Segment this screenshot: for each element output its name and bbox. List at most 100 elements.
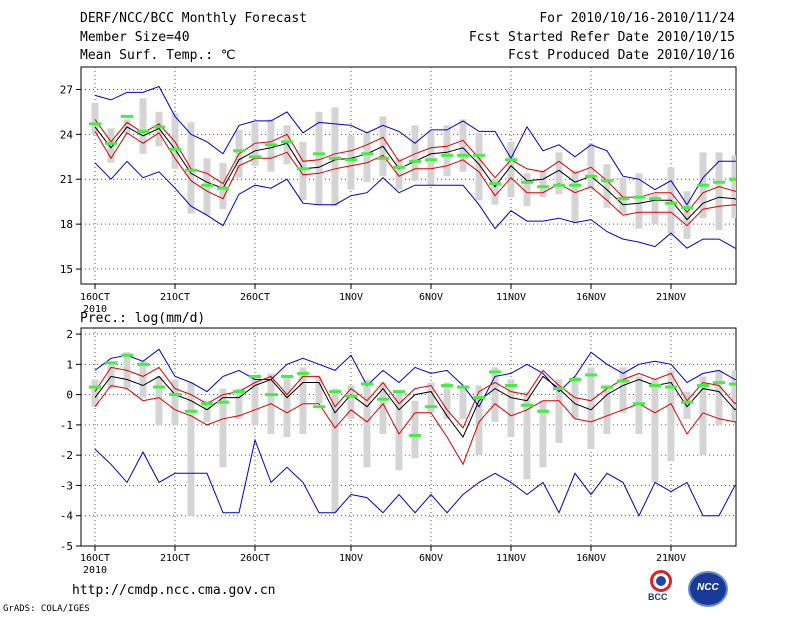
- green-marker: [201, 183, 213, 187]
- green-marker: [185, 409, 197, 413]
- green-marker: [505, 384, 517, 388]
- ncc-logo: NCC: [685, 569, 733, 609]
- green-marker: [521, 403, 533, 407]
- green-marker: [105, 141, 117, 145]
- series-line-max: [94, 348, 736, 408]
- spread-bar: [283, 376, 291, 437]
- green-marker: [345, 394, 357, 398]
- green-marker: [537, 185, 549, 189]
- spread-bar: [683, 191, 691, 240]
- green-marker: [473, 153, 485, 157]
- green-marker: [361, 152, 373, 156]
- green-marker: [585, 174, 597, 178]
- forecast-title: DERF/NCC/BCC Monthly Forecast: [80, 11, 307, 26]
- y-tick-label: 24: [60, 128, 74, 141]
- green-marker: [329, 156, 341, 160]
- spread-bar: [491, 179, 499, 205]
- spread-bar: [155, 376, 163, 425]
- series-line-p25: [94, 384, 736, 466]
- green-marker: [601, 179, 613, 183]
- green-marker: [169, 147, 181, 151]
- series-line-min: [94, 438, 736, 517]
- spread-bar: [299, 141, 307, 201]
- green-marker: [665, 385, 677, 389]
- green-marker: [745, 187, 757, 190]
- green-marker: [569, 183, 581, 187]
- green-marker: [313, 405, 325, 409]
- x-tick-label: 6NOV: [419, 292, 443, 303]
- green-marker: [489, 370, 501, 374]
- green-marker: [137, 129, 149, 133]
- y-tick-label: -2: [60, 449, 73, 462]
- green-marker: [681, 206, 693, 210]
- green-marker: [153, 125, 165, 129]
- spread-bar: [555, 152, 563, 195]
- green-marker: [633, 402, 645, 406]
- spread-bar: [748, 373, 755, 409]
- series-line-mean: [94, 126, 736, 221]
- spread-bar: [363, 379, 371, 468]
- spread-bar: [107, 128, 115, 163]
- x-tick-label: 16OCT: [80, 292, 110, 303]
- bcc-logo-label: BCC: [648, 592, 668, 602]
- spread-bar: [443, 382, 451, 419]
- green-marker: [617, 379, 629, 383]
- spread-bar: [651, 379, 659, 483]
- series-line-p25: [94, 131, 736, 227]
- x-tick-label: 26OCT: [240, 292, 270, 303]
- green-marker: [409, 433, 421, 437]
- green-marker: [329, 390, 341, 394]
- spread-bar: [235, 388, 243, 419]
- spread-bar: [523, 173, 531, 207]
- spread-bar: [315, 111, 323, 205]
- green-marker: [457, 385, 469, 389]
- spread-bar: [491, 367, 499, 422]
- x-tick-label: 16NOV: [576, 292, 606, 303]
- green-marker: [121, 353, 133, 357]
- green-marker: [169, 393, 181, 397]
- spread-bar: [619, 177, 627, 214]
- green-marker: [521, 180, 533, 184]
- green-marker: [233, 149, 245, 153]
- spread-bar: [587, 143, 595, 190]
- green-marker: [217, 186, 229, 190]
- spread-bar: [651, 194, 659, 225]
- spread-bar: [731, 370, 736, 422]
- bcc-logo-inner-icon: [656, 576, 666, 586]
- green-marker: [697, 183, 709, 187]
- spread-bar: [363, 131, 371, 183]
- bcc-logo-icon: [650, 570, 672, 592]
- spread-bar: [411, 125, 419, 181]
- series-line-mean: [94, 375, 736, 438]
- green-marker: [265, 393, 277, 397]
- spread-bar: [507, 379, 515, 437]
- green-marker: [217, 400, 229, 404]
- y-tick-label: -1: [60, 419, 73, 432]
- precip-variable-label: Prec.: log(mm/d): [80, 311, 205, 326]
- green-marker: [345, 158, 357, 162]
- spread-bar: [283, 125, 291, 165]
- spread-bar: [619, 367, 627, 413]
- y-tick-label: 15: [60, 263, 73, 276]
- green-marker: [633, 195, 645, 199]
- spread-bar: [219, 162, 227, 210]
- green-marker: [297, 167, 309, 171]
- series-line-min: [94, 160, 736, 250]
- green-marker: [377, 397, 389, 401]
- spread-bar: [299, 367, 307, 434]
- x-tick-label: 16OCT: [80, 553, 110, 564]
- spread-bar: [251, 122, 259, 166]
- plot-frame: [80, 327, 737, 547]
- chart-panel-2: -5 -4 -3 -2 -1 0 1 2 16OCT 21OCT 26OCT 1NOV 6NOV 11NO…: [60, 311, 755, 576]
- website-url[interactable]: http://cmdp.ncc.cma.gov.cn: [72, 583, 276, 598]
- plot-area: [89, 85, 757, 250]
- x-tick-label: 6NOV: [419, 553, 443, 564]
- green-marker: [473, 396, 485, 400]
- y-tick-label: -4: [60, 510, 74, 523]
- spread-bar: [587, 367, 595, 450]
- y-tick-label: 27: [60, 83, 73, 96]
- green-marker: [89, 385, 101, 389]
- green-marker: [153, 385, 165, 389]
- x-tick-label: 1NOV: [339, 292, 363, 303]
- spread-bar: [635, 173, 643, 229]
